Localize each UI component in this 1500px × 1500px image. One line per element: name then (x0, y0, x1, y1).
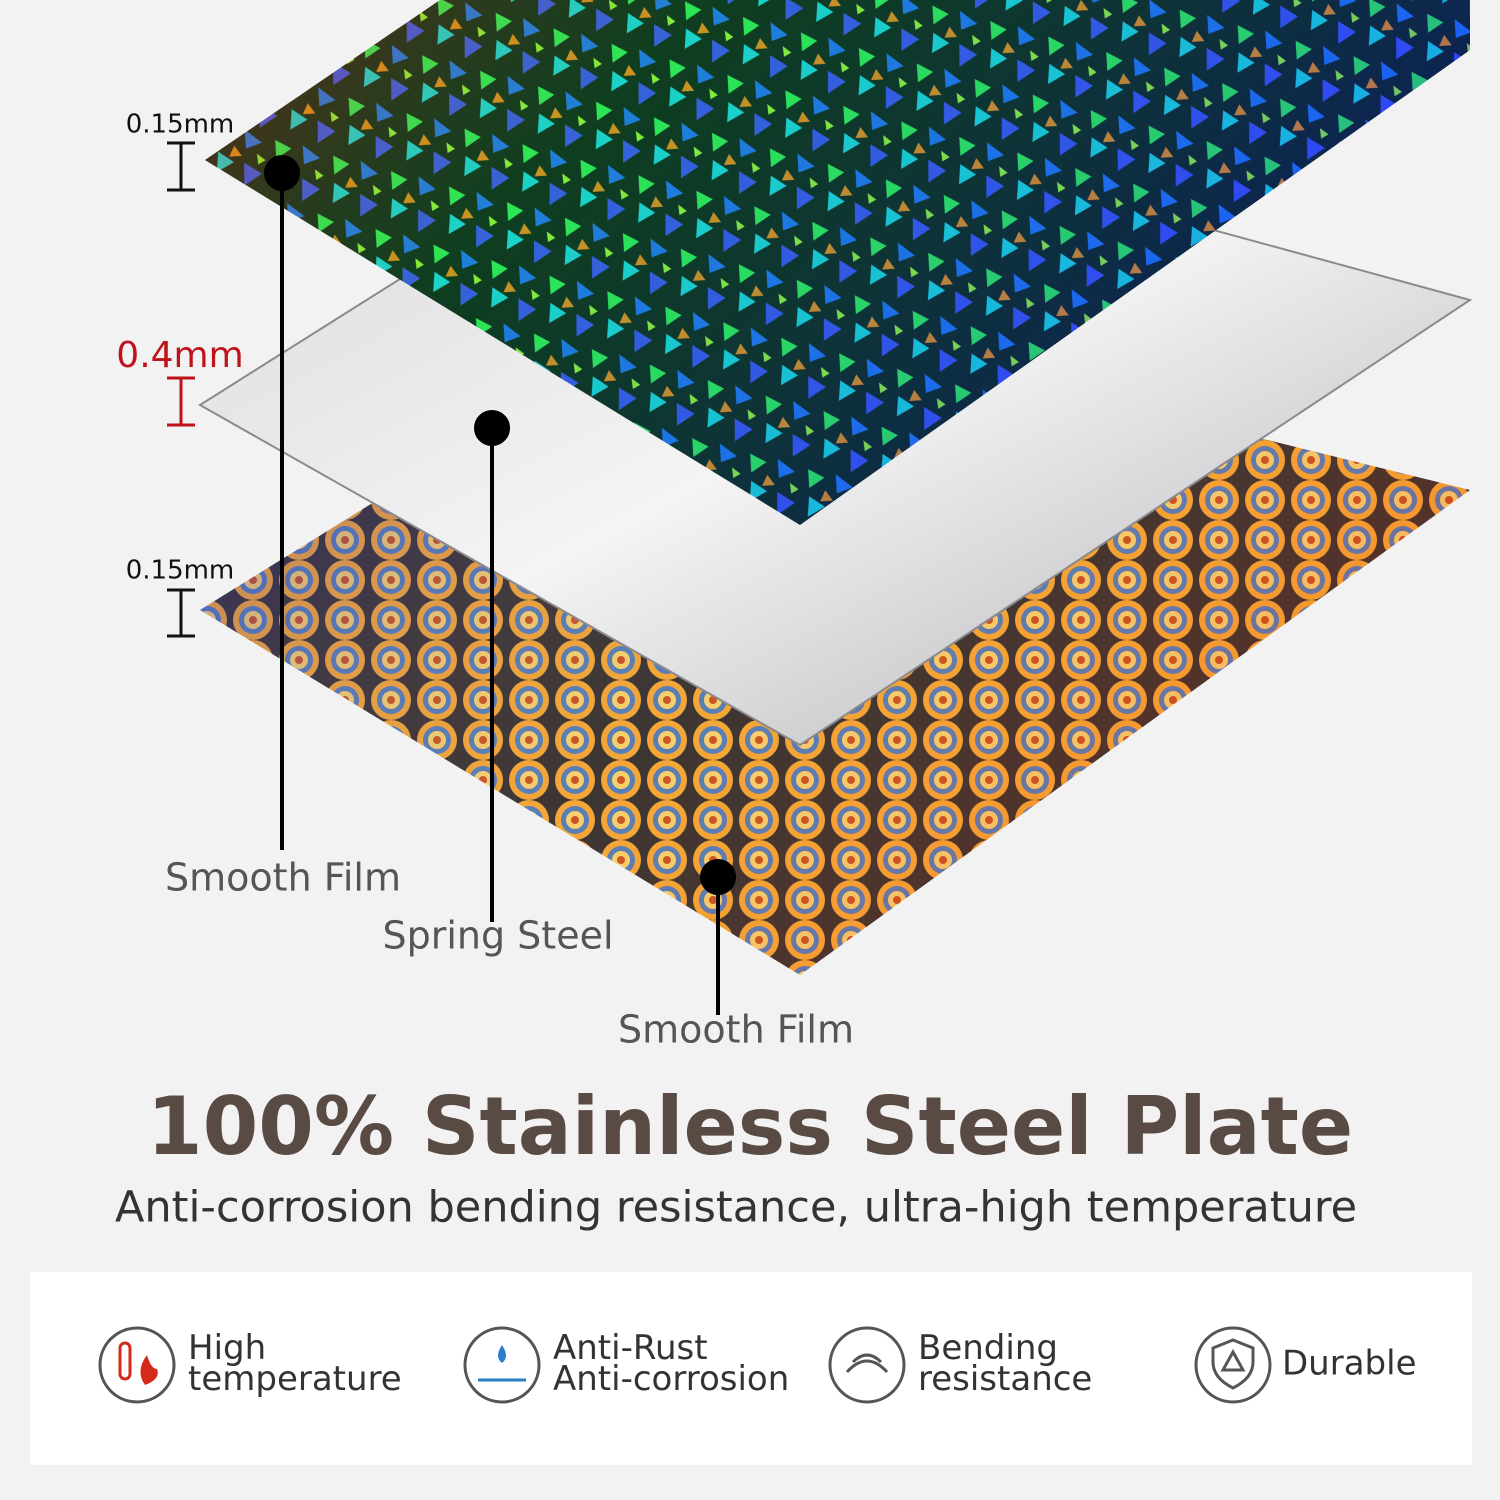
thickness-label: 0.15mm (126, 556, 235, 586)
headline: 100% Stainless Steel Plate (147, 1080, 1353, 1173)
layer-label: Smooth Film (618, 1008, 854, 1052)
layer-label: Smooth Film (165, 856, 401, 900)
feature-icons (98, 1326, 1272, 1404)
subheadline: Anti-corrosion bending resistance, ultra… (115, 1183, 1357, 1233)
feature-label: temperature (188, 1359, 402, 1399)
thickness-label: 0.15mm (126, 110, 235, 140)
feature-label: Durable (1282, 1344, 1417, 1384)
feature-label: Anti-Rust (553, 1328, 708, 1368)
pointers (264, 155, 736, 1015)
thickness-markers (167, 141, 195, 638)
feature-label: Bending (918, 1328, 1058, 1368)
feature-label: High (188, 1328, 266, 1368)
layer-label: Spring Steel (382, 914, 613, 958)
feature-label: Anti-corrosion (553, 1359, 789, 1399)
thickness-label: 0.4mm (116, 335, 243, 376)
feature-label: resistance (918, 1359, 1092, 1399)
top-film-tint (205, 0, 1470, 525)
